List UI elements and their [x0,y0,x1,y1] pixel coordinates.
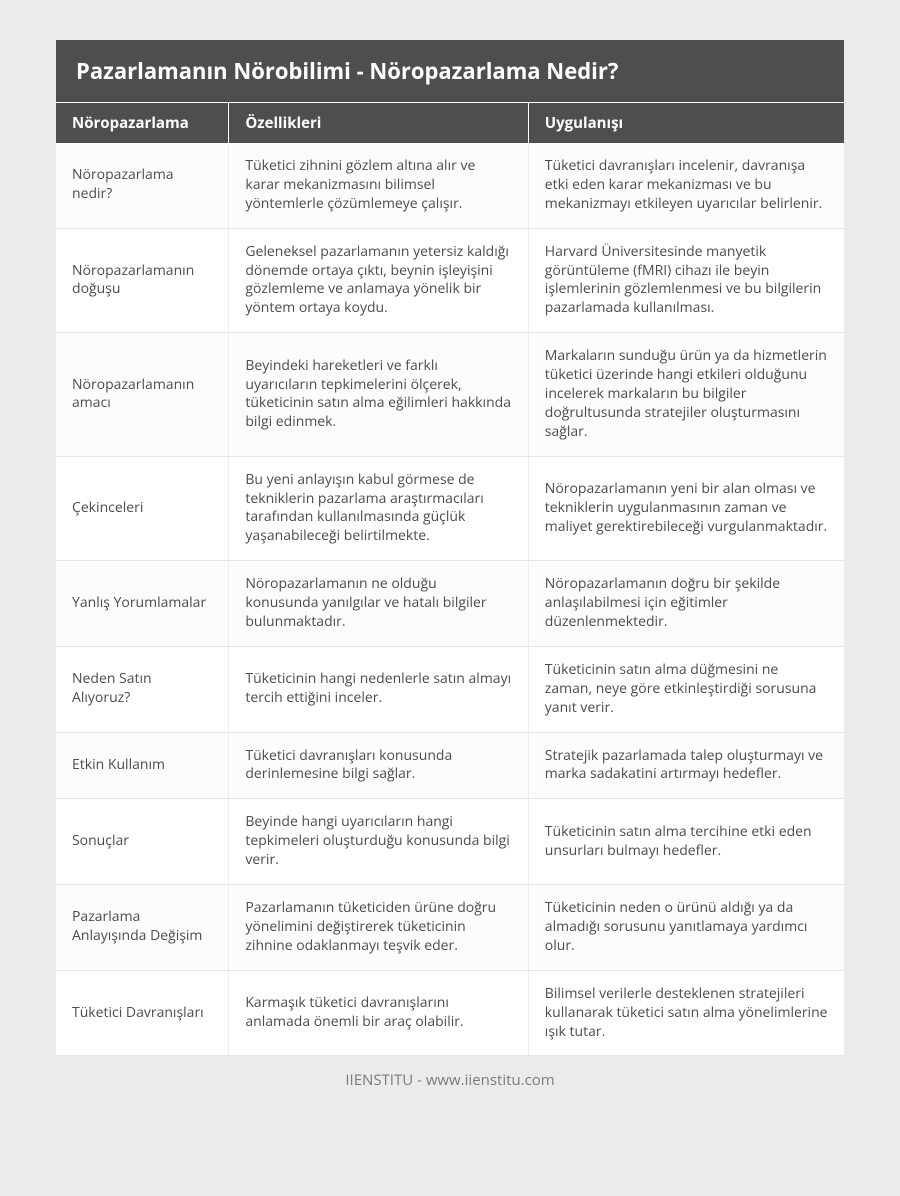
cell-features: Tüketici davranışları konusunda derinlem… [229,733,528,799]
cell-topic: Nöropazarlama nedir? [56,143,229,228]
cell-features: Bu yeni anlayışın kabul görmese de tekni… [229,457,528,561]
table-row: Nöropazarlama nedir? Tüketici zihnini gö… [56,143,844,229]
cell-application: Tüketicinin neden o ürünü aldığı ya da a… [529,885,844,970]
table-row: Nöropazarlamanın doğuşu Geleneksel pazar… [56,229,844,334]
cell-topic: Nöropazarlamanın amacı [56,333,229,455]
page-title: Pazarlamanın Nörobilimi - Nöropazarlama … [56,40,844,103]
cell-features: Pazarlamanın tüketiciden ürüne doğru yön… [229,885,528,970]
cell-topic: Etkin Kullanım [56,733,229,799]
page-footer: IIENSTITU - www.iienstitu.com [56,1056,844,1090]
cell-features: Tüketicinin hangi nedenlerle satın almay… [229,647,528,732]
table-row: Tüketici Davranışları Karmaşık tüketici … [56,971,844,1057]
table-header-col-1: Özellikleri [229,103,528,143]
cell-features: Beyinde hangi uyarıcıların hangi tepkime… [229,799,528,884]
cell-application: Tüketicinin satın alma düğmesini ne zama… [529,647,844,732]
table-row: Neden Satın Alıyoruz? Tüketicinin hangi … [56,647,844,733]
cell-topic: Pazarlama Anlayışında Değişim [56,885,229,970]
cell-application: Tüketici davranışları incelenir, davranı… [529,143,844,228]
cell-features: Nöropazarlamanın ne olduğu konusunda yan… [229,561,528,646]
table-row: Pazarlama Anlayışında Değişim Pazarlaman… [56,885,844,971]
table-header-row: Nöropazarlama Özellikleri Uygulanışı [56,103,844,143]
table-row: Çekinceleri Bu yeni anlayışın kabul görm… [56,457,844,562]
cell-application: Bilimsel verilerle desteklenen stratejil… [529,971,844,1056]
table-header-col-0: Nöropazarlama [56,103,229,143]
cell-application: Markaların sunduğu ürün ya da hizmetleri… [529,333,844,455]
cell-features: Geleneksel pazarlamanın yetersiz kaldığı… [229,229,528,333]
table-row: Etkin Kullanım Tüketici davranışları kon… [56,733,844,800]
table-header-col-2: Uygulanışı [529,103,844,143]
cell-application: Stratejik pazarlamada talep oluşturmayı … [529,733,844,799]
cell-topic: Tüketici Davranışları [56,971,229,1056]
table-body: Nöropazarlama nedir? Tüketici zihnini gö… [56,143,844,1056]
table-row: Yanlış Yorumlamalar Nöropazarlamanın ne … [56,561,844,647]
cell-features: Karmaşık tüketici davranışlarını anlamad… [229,971,528,1056]
cell-application: Nöropazarlamanın doğru bir şekilde anlaş… [529,561,844,646]
table-row: Sonuçlar Beyinde hangi uyarıcıların hang… [56,799,844,885]
cell-topic: Sonuçlar [56,799,229,884]
content-card: Pazarlamanın Nörobilimi - Nöropazarlama … [56,40,844,1056]
table-row: Nöropazarlamanın amacı Beyindeki hareket… [56,333,844,456]
cell-features: Beyindeki hareketleri ve farklı uyarıcıl… [229,333,528,455]
cell-topic: Neden Satın Alıyoruz? [56,647,229,732]
cell-application: Tüketicinin satın alma tercihine etki ed… [529,799,844,884]
cell-topic: Nöropazarlamanın doğuşu [56,229,229,333]
cell-features: Tüketici zihnini gözlem altına alır ve k… [229,143,528,228]
cell-application: Nöropazarlamanın yeni bir alan olması ve… [529,457,844,561]
cell-topic: Yanlış Yorumlamalar [56,561,229,646]
cell-application: Harvard Üniversitesinde manyetik görüntü… [529,229,844,333]
cell-topic: Çekinceleri [56,457,229,561]
